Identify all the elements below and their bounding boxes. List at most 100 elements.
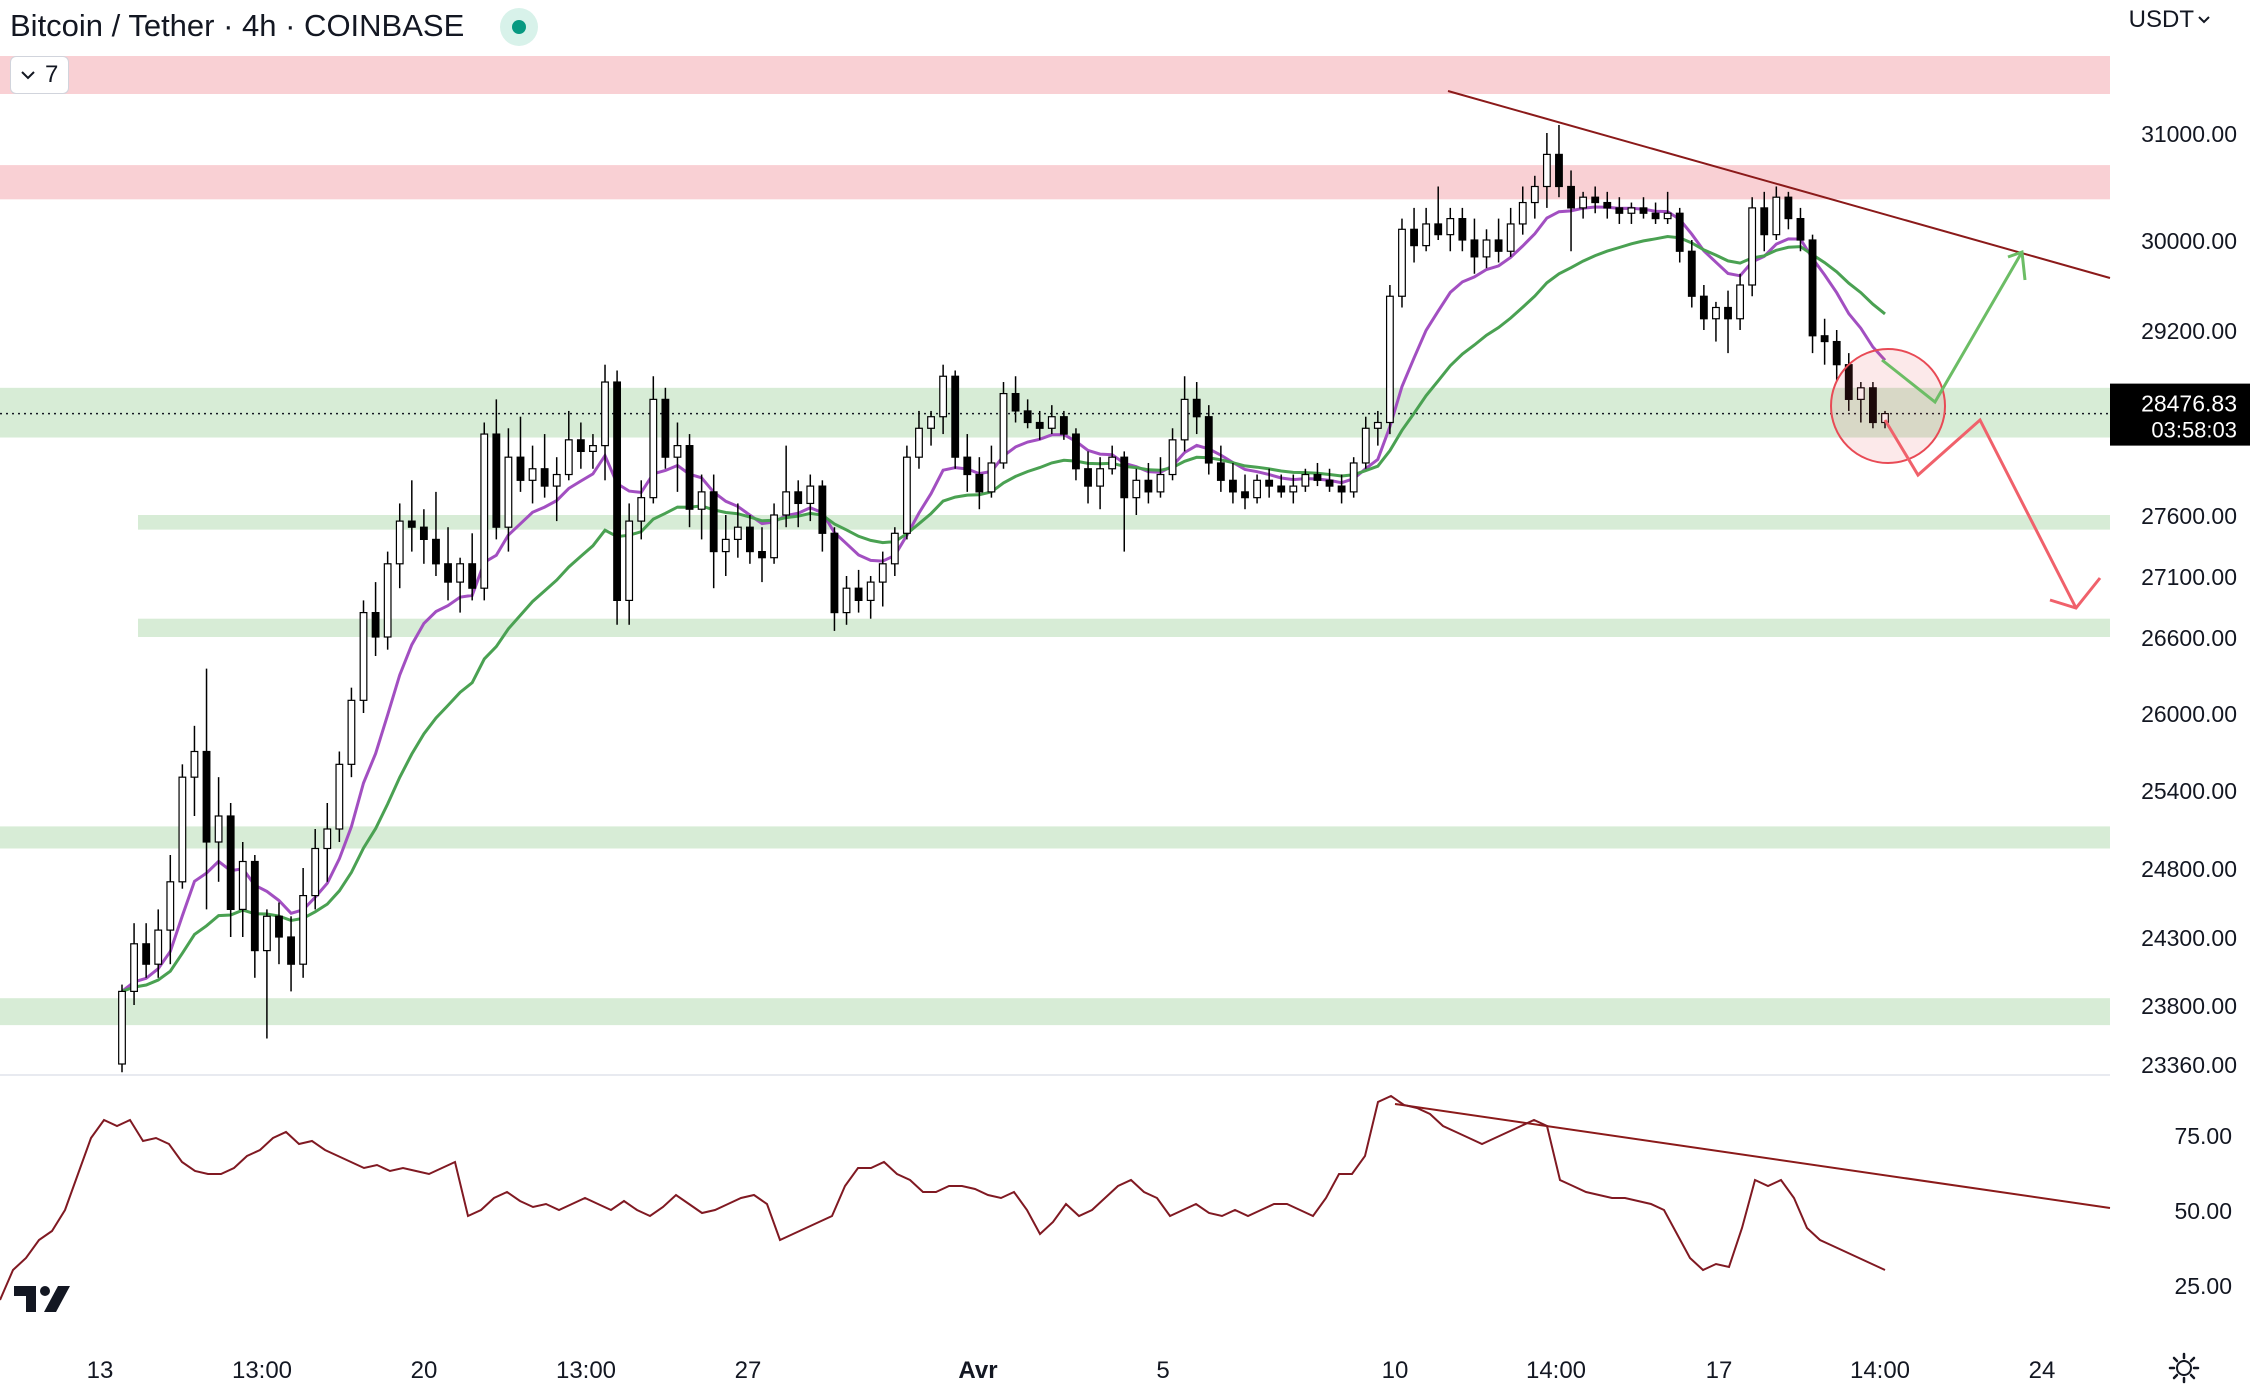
price-tick-label: 29200.00 <box>2141 318 2237 344</box>
chevron-down-icon <box>21 71 35 80</box>
candle <box>1760 191 1769 252</box>
candle-body <box>806 485 815 505</box>
candle-body <box>1180 398 1189 441</box>
candle <box>1325 468 1334 492</box>
candle <box>371 582 380 656</box>
candle <box>1869 382 1877 429</box>
last-price-value: 28476.83 <box>2141 391 2237 417</box>
candle <box>1253 474 1262 504</box>
candle <box>1615 197 1624 224</box>
candle <box>407 480 416 552</box>
candle <box>1349 457 1358 498</box>
candle <box>1277 474 1286 498</box>
candle <box>1410 207 1418 263</box>
time-tick-label: 10 <box>1382 1357 1409 1384</box>
candle-body <box>1784 196 1793 220</box>
candle-body <box>721 538 730 553</box>
candle <box>1059 410 1068 440</box>
candle-body <box>504 456 513 528</box>
settings-gear-icon[interactable] <box>2168 1352 2200 1384</box>
candle-body <box>1277 485 1286 493</box>
candle <box>999 382 1008 469</box>
tradingview-logo-icon[interactable] <box>14 1282 78 1316</box>
price-tick-label: 31000.00 <box>2141 121 2237 147</box>
candle <box>939 364 948 435</box>
highlight-circle <box>1830 348 1946 464</box>
rsi-tick-label: 25.00 <box>2174 1273 2232 1299</box>
candle <box>1699 285 1708 330</box>
candle-body <box>1506 223 1515 252</box>
candle <box>528 445 537 504</box>
candle-body <box>1555 153 1563 188</box>
candle-body <box>576 439 585 453</box>
candle <box>1663 191 1672 224</box>
rsi-line <box>0 1094 1886 1301</box>
candle-body <box>1615 207 1624 214</box>
candle <box>1096 457 1105 510</box>
candle <box>1772 186 1781 240</box>
candle-body <box>601 381 609 447</box>
candle <box>915 410 923 469</box>
candle-body <box>516 456 525 481</box>
candle-body <box>661 398 670 458</box>
zone-4 <box>138 618 2110 637</box>
price-tick-label: 27600.00 <box>2141 503 2237 529</box>
candle-body <box>818 485 827 534</box>
candle-body <box>1253 479 1262 499</box>
candle <box>1180 376 1189 452</box>
candle <box>1712 301 1720 342</box>
candle-body <box>564 439 573 476</box>
candle <box>1639 197 1648 219</box>
candle-body <box>842 587 851 614</box>
candle <box>323 803 332 882</box>
candle-body <box>1470 239 1479 258</box>
candle-body <box>1530 185 1539 204</box>
candle <box>275 902 283 965</box>
candle-body <box>854 587 863 602</box>
market-status-dot <box>500 8 538 46</box>
candle <box>963 434 972 492</box>
symbol-title[interactable]: Bitcoin / Tether · 4h · COINBASE <box>10 8 465 43</box>
candle-body <box>1337 485 1346 493</box>
candle-body <box>1591 196 1600 204</box>
bar-countdown: 03:58:03 <box>2151 418 2237 443</box>
candle-body <box>468 563 477 589</box>
candle <box>1627 202 1636 224</box>
candle-body <box>492 433 501 528</box>
indicators-toggle-button[interactable]: 7 <box>10 56 70 94</box>
candle <box>190 725 199 816</box>
candle-body <box>1059 416 1068 435</box>
candle <box>1518 186 1527 235</box>
candle-body <box>347 699 356 765</box>
candle <box>685 434 694 528</box>
candle-body <box>1216 462 1225 481</box>
candle <box>601 364 609 481</box>
candle <box>1301 468 1310 492</box>
candle-body <box>1047 416 1056 429</box>
candle <box>564 410 573 481</box>
candle <box>552 457 561 522</box>
candle <box>975 457 984 510</box>
candle-body <box>1820 335 1829 343</box>
candle <box>1361 416 1370 469</box>
candle <box>1132 468 1141 515</box>
candle-body <box>118 990 126 1065</box>
candle <box>347 687 356 778</box>
candle <box>1385 285 1394 435</box>
candle-body <box>1458 218 1467 241</box>
candle <box>1216 445 1225 492</box>
candle <box>1579 191 1588 219</box>
currency-selector[interactable]: USDT <box>2129 6 2210 34</box>
candle-body <box>1422 223 1431 247</box>
candle <box>1470 218 1479 274</box>
candle-body <box>1241 491 1249 499</box>
projection-annotations <box>1830 249 2102 610</box>
candle-body <box>963 456 972 476</box>
price-resistance-trendline <box>1447 90 2111 279</box>
candle <box>335 751 344 842</box>
candle-body <box>1808 239 1817 337</box>
candle <box>1120 451 1129 552</box>
candle-body <box>1687 250 1696 297</box>
